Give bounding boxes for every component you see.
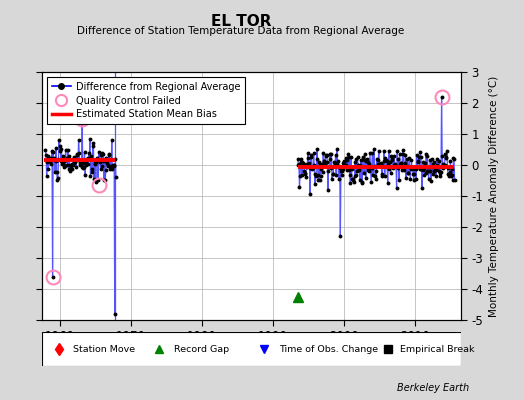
- Text: Station Move: Station Move: [73, 344, 136, 354]
- Text: Record Gap: Record Gap: [174, 344, 229, 354]
- Text: Difference of Station Temperature Data from Regional Average: Difference of Station Temperature Data f…: [78, 26, 405, 36]
- Text: Empirical Break: Empirical Break: [400, 344, 475, 354]
- Text: EL TOR: EL TOR: [211, 14, 271, 29]
- Text: Time of Obs. Change: Time of Obs. Change: [279, 344, 378, 354]
- Legend: Difference from Regional Average, Quality Control Failed, Estimated Station Mean: Difference from Regional Average, Qualit…: [47, 77, 245, 124]
- FancyBboxPatch shape: [42, 332, 461, 366]
- Text: Berkeley Earth: Berkeley Earth: [397, 383, 469, 393]
- Y-axis label: Monthly Temperature Anomaly Difference (°C): Monthly Temperature Anomaly Difference (…: [489, 75, 499, 317]
